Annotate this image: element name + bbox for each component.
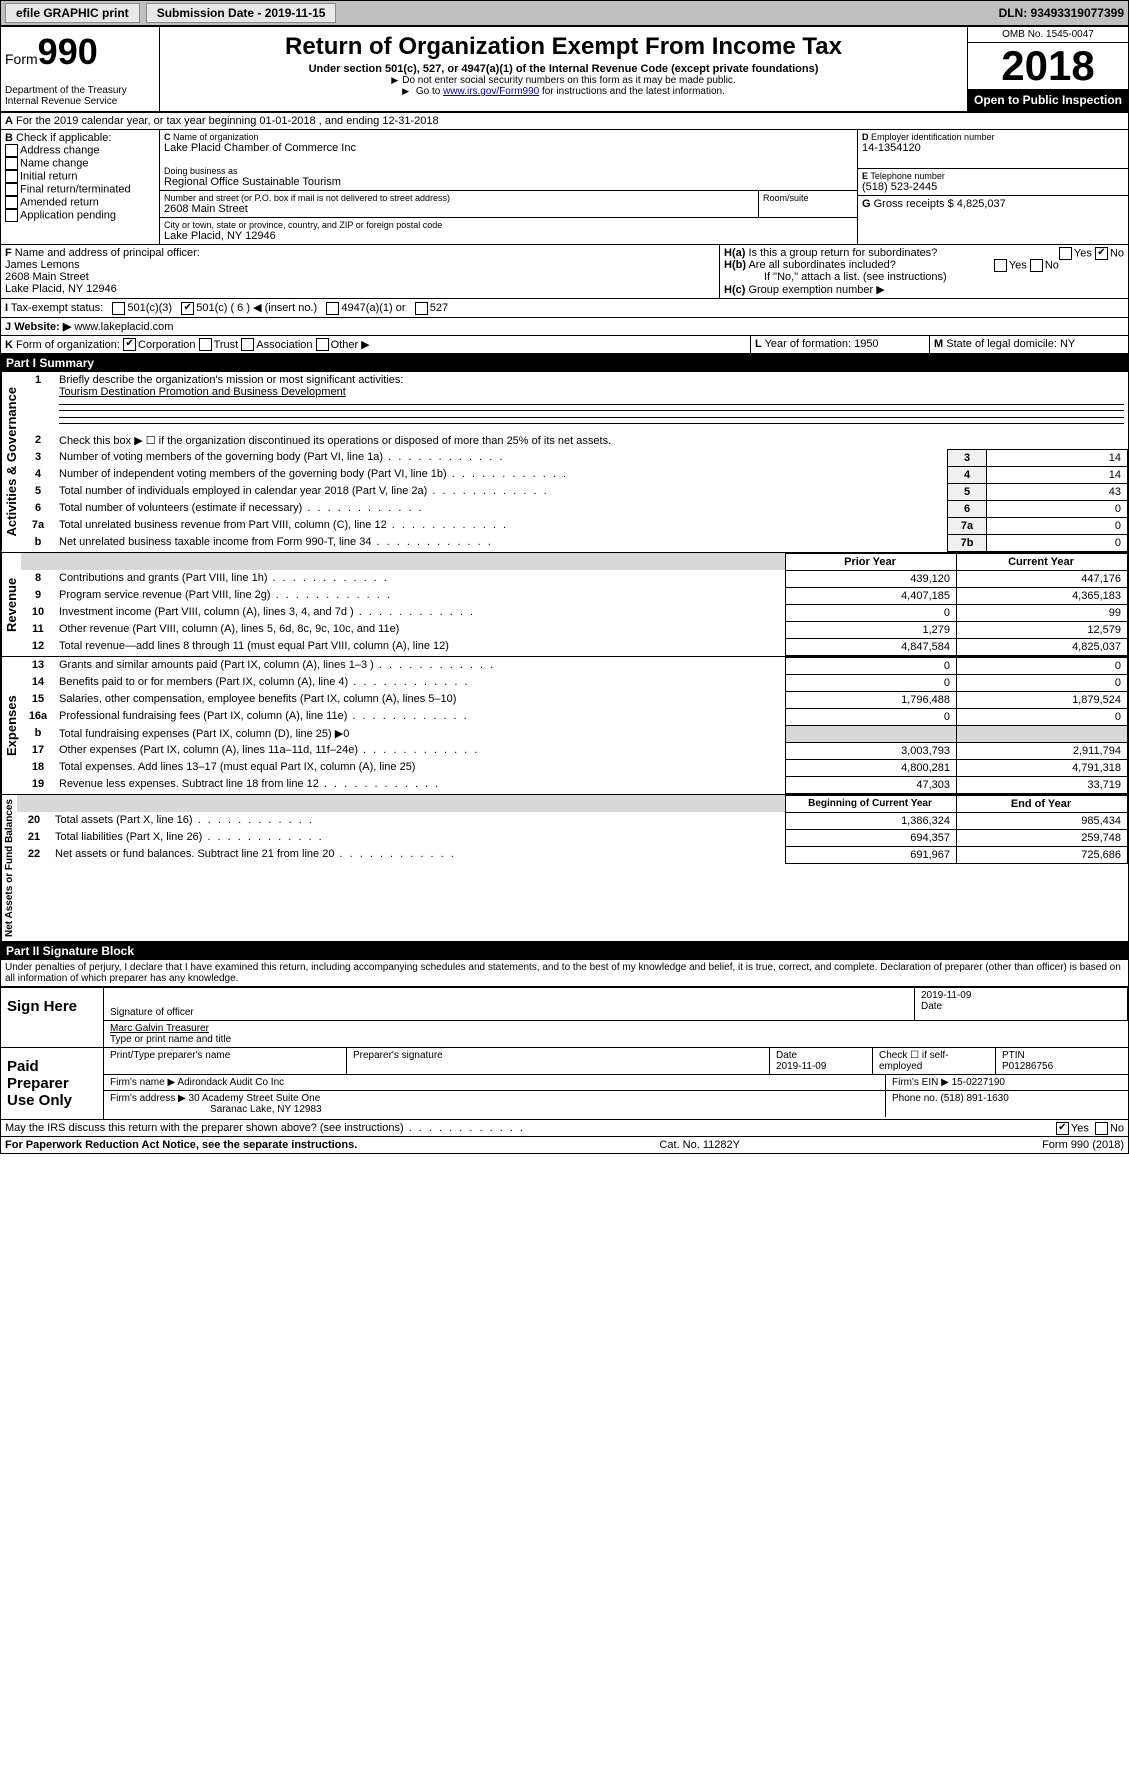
part1-header: Part I Summary <box>0 354 1129 372</box>
website[interactable]: www.lakeplacid.com <box>74 321 173 333</box>
perjury-statement: Under penalties of perjury, I declare th… <box>0 960 1129 987</box>
irs-link[interactable]: www.irs.gov/Form990 <box>443 86 539 97</box>
note-ssn: Do not enter social security numbers on … <box>168 75 959 86</box>
vtab-revenue: Revenue <box>1 553 21 656</box>
ptin: P01286756 <box>1002 1061 1053 1072</box>
tax-year: 2018 <box>968 43 1128 89</box>
sign-here-block: Sign Here Signature of officer 2019-11-0… <box>0 987 1129 1048</box>
vtab-activities: Activities & Governance <box>1 372 21 552</box>
officer-name-title: Marc Galvin Treasurer <box>110 1023 209 1034</box>
open-inspection: Open to Public Inspection <box>968 89 1128 111</box>
discuss-row: May the IRS discuss this return with the… <box>0 1120 1129 1137</box>
paid-preparer-block: Paid Preparer Use Only Print/Type prepar… <box>0 1048 1129 1120</box>
omb: OMB No. 1545-0047 <box>968 27 1128 43</box>
form-title: Return of Organization Exempt From Incom… <box>168 33 959 61</box>
gross-receipts: 4,825,037 <box>957 198 1006 210</box>
mission: Tourism Destination Promotion and Busine… <box>59 386 346 398</box>
org-address: 2608 Main Street <box>164 203 754 215</box>
org-city: Lake Placid, NY 12946 <box>164 230 853 242</box>
org-name: Lake Placid Chamber of Commerce Inc <box>164 142 853 154</box>
top-bar: efile GRAPHIC print Submission Date - 20… <box>0 0 1129 26</box>
dept-treasury: Department of the Treasury Internal Reve… <box>5 85 155 107</box>
officer-name: James Lemons <box>5 259 715 271</box>
form-subtitle: Under section 501(c), 527, or 4947(a)(1)… <box>168 63 959 75</box>
tax-period: A For the 2019 calendar year, or tax yea… <box>0 112 1129 130</box>
efile-button[interactable]: efile GRAPHIC print <box>5 3 140 23</box>
vtab-expenses: Expenses <box>1 657 21 794</box>
form-number: Form990 <box>5 31 155 73</box>
ein: 14-1354120 <box>862 142 1124 154</box>
vtab-netassets: Net Assets or Fund Balances <box>1 795 17 941</box>
dln: DLN: 93493319077399 <box>999 6 1124 20</box>
org-dba: Regional Office Sustainable Tourism <box>164 176 853 188</box>
firm-name: Adirondack Audit Co Inc <box>177 1077 284 1088</box>
part2-header: Part II Signature Block <box>0 942 1129 960</box>
footer: For Paperwork Reduction Act Notice, see … <box>0 1137 1129 1154</box>
telephone: (518) 523-2445 <box>862 181 1124 193</box>
submission-date: Submission Date - 2019-11-15 <box>146 3 337 23</box>
form-header: Form990 Department of the Treasury Inter… <box>0 26 1129 112</box>
note-goto: Go to www.irs.gov/Form990 for instructio… <box>168 86 959 97</box>
identity-block: B Check if applicable: Address change Na… <box>0 130 1129 245</box>
